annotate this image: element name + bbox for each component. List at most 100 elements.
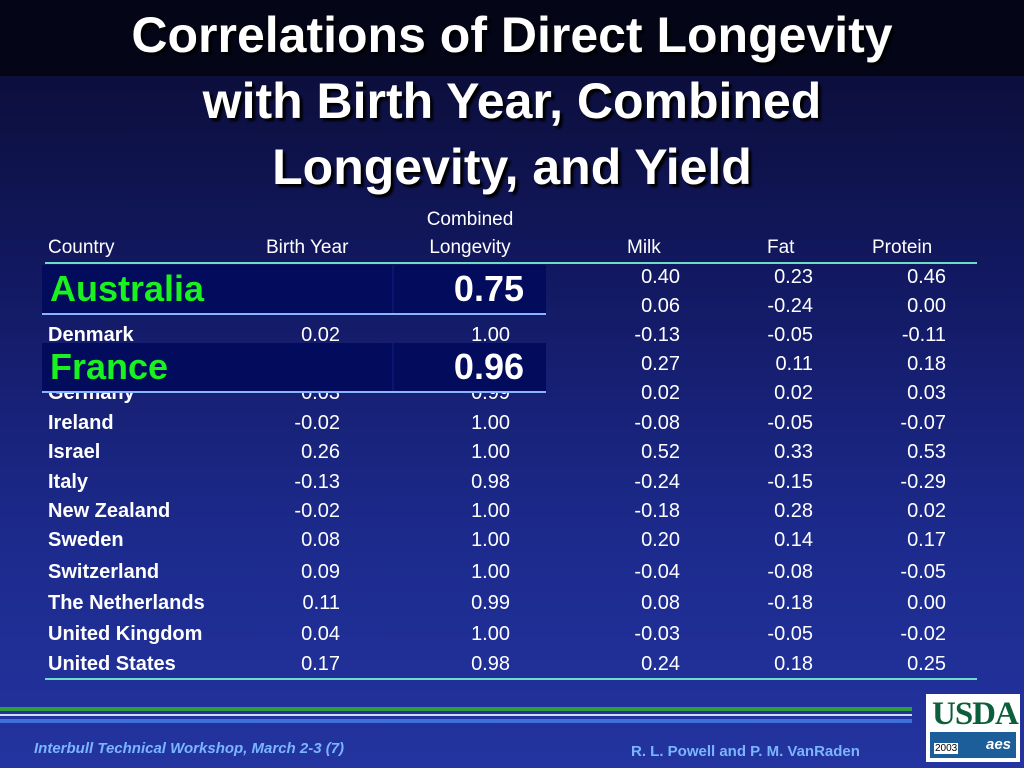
cell-milk: 0.40 <box>641 266 680 288</box>
cell-combined: 1.00 <box>471 412 510 434</box>
cell-fat: -0.15 <box>767 471 813 493</box>
cell-birth-year: 0.09 <box>301 561 340 583</box>
header-combined-line1: Combined <box>426 209 514 230</box>
cell-fat: 0.23 <box>774 266 813 288</box>
footer-workshop: Interbull Technical Workshop, March 2-3 … <box>34 740 345 757</box>
cell-birth-year: 0.02 <box>301 324 340 346</box>
header-fat: Fat <box>767 237 795 258</box>
title-bar <box>0 0 1024 76</box>
cell-milk: -0.08 <box>634 412 680 434</box>
logo-year: 2003 <box>934 743 959 754</box>
header-country: Country <box>48 237 115 258</box>
cell-combined: 1.00 <box>471 500 510 522</box>
cell-birth-year: 0.08 <box>301 529 340 551</box>
cell-fat: -0.18 <box>767 592 813 614</box>
cell-combined: 1.00 <box>471 529 510 551</box>
cell-milk: 0.08 <box>641 592 680 614</box>
cell-milk: -0.18 <box>634 500 680 522</box>
footer-stripe-green <box>0 707 912 711</box>
table-bottom-rule <box>45 678 977 680</box>
table-row: The Netherlands 0.11 0.99 0.08 -0.18 0.0… <box>0 589 1024 618</box>
table-row: New Zealand -0.02 1.00 -0.18 0.28 0.02 <box>0 497 1024 526</box>
cell-fat: 0.14 <box>774 529 813 551</box>
cell-combined: 1.00 <box>471 324 510 346</box>
cell-birth-year: 0.17 <box>301 653 340 675</box>
title-line-3: Longevity, and Yield <box>272 139 752 195</box>
cell-country: Israel <box>48 441 101 463</box>
header-birth-year: Birth Year <box>266 237 349 258</box>
cell-protein: -0.07 <box>900 412 946 434</box>
cell-country: Ireland <box>48 412 114 434</box>
cell-birth-year: -0.02 <box>294 412 340 434</box>
callout-divider <box>392 265 394 313</box>
cell-country: Italy <box>48 471 89 493</box>
cell-milk: 0.27 <box>641 353 680 375</box>
cell-country: Denmark <box>48 324 134 346</box>
aes-mark-icon: aes <box>986 736 1012 753</box>
cell-protein: -0.29 <box>900 471 946 493</box>
cell-fat: 0.33 <box>774 441 813 463</box>
cell-combined: 1.00 <box>471 561 510 583</box>
cell-fat: -0.08 <box>767 561 813 583</box>
table-row: Ireland -0.02 1.00 -0.08 -0.05 -0.07 <box>0 409 1024 438</box>
table-row: Israel 0.26 1.00 0.52 0.33 0.53 <box>0 438 1024 467</box>
header-rule <box>45 262 977 264</box>
cell-protein: 0.53 <box>907 441 946 463</box>
cell-fat: 0.18 <box>774 653 813 675</box>
usda-logo-text: USDA <box>932 696 1019 732</box>
table-row: Switzerland 0.09 1.00 -0.04 -0.08 -0.05 <box>0 558 1024 587</box>
cell-protein: 0.03 <box>907 382 946 404</box>
table-row: 0.06 -0.24 0.00 <box>0 292 1024 321</box>
footer-authors: R. L. Powell and P. M. VanRaden <box>631 743 860 760</box>
table-row: Denmark 0.02 1.00 -0.13 -0.05 -0.11 <box>0 321 1024 350</box>
header-milk: Milk <box>627 237 661 258</box>
cell-country: United States <box>48 653 176 675</box>
table-row: 0.40 0.23 0.46 <box>0 263 1024 292</box>
cell-fat: 0.11 <box>775 353 813 375</box>
callout-country: France <box>50 346 169 387</box>
cell-protein: -0.11 <box>901 324 946 346</box>
callout-france: France 0.96 <box>42 343 546 393</box>
header-protein: Protein <box>872 237 933 258</box>
title-line-1: Correlations of Direct Longevity <box>131 7 893 63</box>
cell-country: Switzerland <box>48 561 160 583</box>
cell-fat: -0.05 <box>767 623 813 645</box>
cell-protein: 0.02 <box>907 500 946 522</box>
callout-divider <box>392 343 394 391</box>
cell-fat: 0.28 <box>774 500 813 522</box>
cell-milk: -0.04 <box>634 561 680 583</box>
cell-birth-year: 0.26 <box>301 441 340 463</box>
cell-combined: 0.98 <box>471 653 510 675</box>
cell-milk: 0.06 <box>641 295 680 317</box>
footer-stripe-white <box>0 714 912 716</box>
cell-country: United Kingdom <box>48 623 203 645</box>
cell-country: New Zealand <box>48 500 171 522</box>
cell-protein: 0.46 <box>907 266 946 288</box>
cell-fat: 0.02 <box>774 382 813 404</box>
cell-combined: 1.00 <box>471 623 510 645</box>
cell-birth-year: -0.13 <box>294 471 340 493</box>
cell-combined: 0.99 <box>471 592 510 614</box>
table-row: Italy -0.13 0.98 -0.24 -0.15 -0.29 <box>0 468 1024 497</box>
callout-value: 0.96 <box>453 346 524 387</box>
callout-australia: Australia 0.75 <box>42 265 546 315</box>
cell-milk: 0.02 <box>641 382 680 404</box>
cell-protein: 0.25 <box>907 653 946 675</box>
cell-birth-year: 0.04 <box>301 623 340 645</box>
header-combined-line2: Longevity <box>429 237 511 258</box>
cell-milk: 0.20 <box>641 529 680 551</box>
callout-value: 0.75 <box>453 268 524 309</box>
cell-birth-year: 0.11 <box>302 592 340 614</box>
cell-milk: 0.52 <box>641 441 680 463</box>
cell-milk: -0.03 <box>634 623 680 645</box>
cell-milk: -0.24 <box>634 471 680 493</box>
title-line-2: with Birth Year, Combined <box>202 73 822 129</box>
cell-milk: -0.13 <box>634 324 680 346</box>
cell-combined: 1.00 <box>471 441 510 463</box>
cell-country: Sweden <box>48 529 124 551</box>
cell-protein: 0.00 <box>907 592 946 614</box>
cell-fat: -0.05 <box>767 324 813 346</box>
cell-fat: -0.05 <box>767 412 813 434</box>
table-row: Sweden 0.08 1.00 0.20 0.14 0.17 <box>0 526 1024 555</box>
cell-protein: -0.02 <box>900 623 946 645</box>
